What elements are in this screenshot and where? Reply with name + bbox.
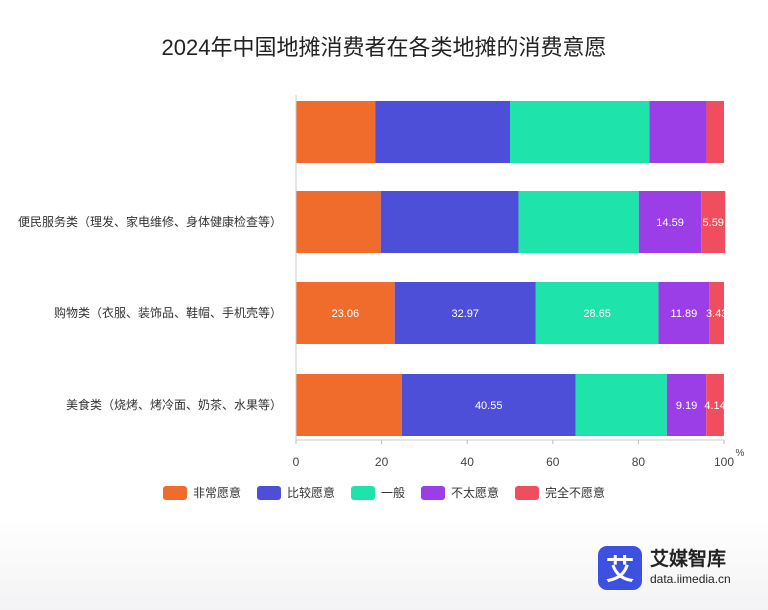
data-label: 11.89: [671, 308, 698, 320]
bar-segment: [296, 101, 376, 163]
data-label: 4.14: [704, 400, 725, 412]
legend-swatch: [515, 485, 540, 500]
legend-swatch: [256, 485, 281, 500]
legend-swatch: [162, 485, 187, 500]
x-tick-label: 20: [375, 455, 389, 469]
data-label: 9.19: [676, 400, 697, 412]
category-label: 美食类（烧烤、烤冷面、奶茶、水果等）: [66, 397, 282, 412]
bar-segment: [296, 191, 381, 253]
brand-name: 艾媒智库: [650, 549, 727, 571]
bar-segment: [575, 374, 667, 436]
data-label: 40.55: [475, 400, 503, 412]
bar-segment: [658, 282, 710, 344]
legend-label: 比较愿意: [286, 486, 335, 500]
legend-label: 不太愿意: [451, 486, 500, 500]
bar-segment: [401, 374, 576, 436]
data-label: 3.43: [706, 308, 727, 320]
bar-segment: [535, 282, 659, 344]
brand-url: data.iimedia.cn: [650, 572, 731, 587]
bar-segment: [296, 282, 395, 344]
legend-item[interactable]: 比较愿意: [256, 484, 335, 501]
legend-item[interactable]: 一般: [350, 484, 405, 501]
data-label: 32.97: [451, 308, 479, 320]
brand-logo: 艾 艾媒智库 data.iimedia.cn: [598, 546, 731, 590]
bar-segment: [380, 191, 519, 253]
x-unit-label: %: [736, 448, 745, 459]
x-tick-label: 60: [546, 455, 560, 469]
category-label: 便民服务类（理发、家电维修、身体健康检查等）: [18, 214, 282, 229]
brand-badge-icon: 艾: [598, 546, 642, 590]
plot-bars: 14.59 5.59 23.06 32.97 28.65 11.89 3.43 40.55 9.…: [296, 101, 727, 436]
x-tick-label: 80: [632, 455, 646, 469]
legend-label: 非常愿意: [192, 486, 241, 500]
bar-segment: [706, 374, 724, 436]
bar-segment: [638, 191, 702, 253]
legend-label: 一般: [380, 486, 405, 500]
data-label: 14.59: [656, 217, 684, 229]
bar-segment: [666, 374, 707, 436]
legend-item[interactable]: 不太愿意: [421, 484, 499, 501]
bar-segment: [701, 191, 726, 253]
x-tick-label: 0: [293, 455, 300, 469]
legend-label: 完全不愿意: [545, 486, 606, 500]
bar-segment: [518, 191, 639, 253]
legend-item[interactable]: 非常愿意: [162, 484, 241, 501]
bar-segment: [375, 101, 510, 163]
bar-segment: [394, 282, 536, 344]
legend-swatch: [350, 485, 375, 500]
bar-segment: [706, 101, 724, 163]
x-tick-label: 40: [461, 455, 475, 469]
plot-axes: 便民服务类（理发、家电维修、身体健康检查等） 购物类（衣服、装饰品、鞋帽、手机壳等…: [18, 95, 745, 469]
data-label: 23.06: [332, 308, 360, 320]
chart-legend: 非常愿意 比较愿意 一般 不太愿意 完全不愿意: [0, 484, 768, 501]
x-tick-label: 100: [714, 455, 734, 469]
bar-segment: [709, 282, 724, 344]
legend-item[interactable]: 完全不愿意: [515, 484, 605, 501]
chart-title: 2024年中国地摊消费者在各类地摊的消费意愿: [161, 35, 607, 60]
category-label: 购物类（衣服、装饰品、鞋帽、手机壳等）: [54, 305, 282, 320]
bar-segment: [510, 101, 650, 163]
bar-segment: [296, 374, 402, 436]
data-label: 5.59: [703, 217, 724, 229]
data-label: 28.65: [583, 308, 611, 320]
bar-segment: [649, 101, 707, 163]
legend-swatch: [421, 485, 445, 500]
stacked-bar-chart: 14.59 5.59 23.06 32.97 28.65 11.89 3.43 40.55 9.…: [18, 95, 745, 469]
